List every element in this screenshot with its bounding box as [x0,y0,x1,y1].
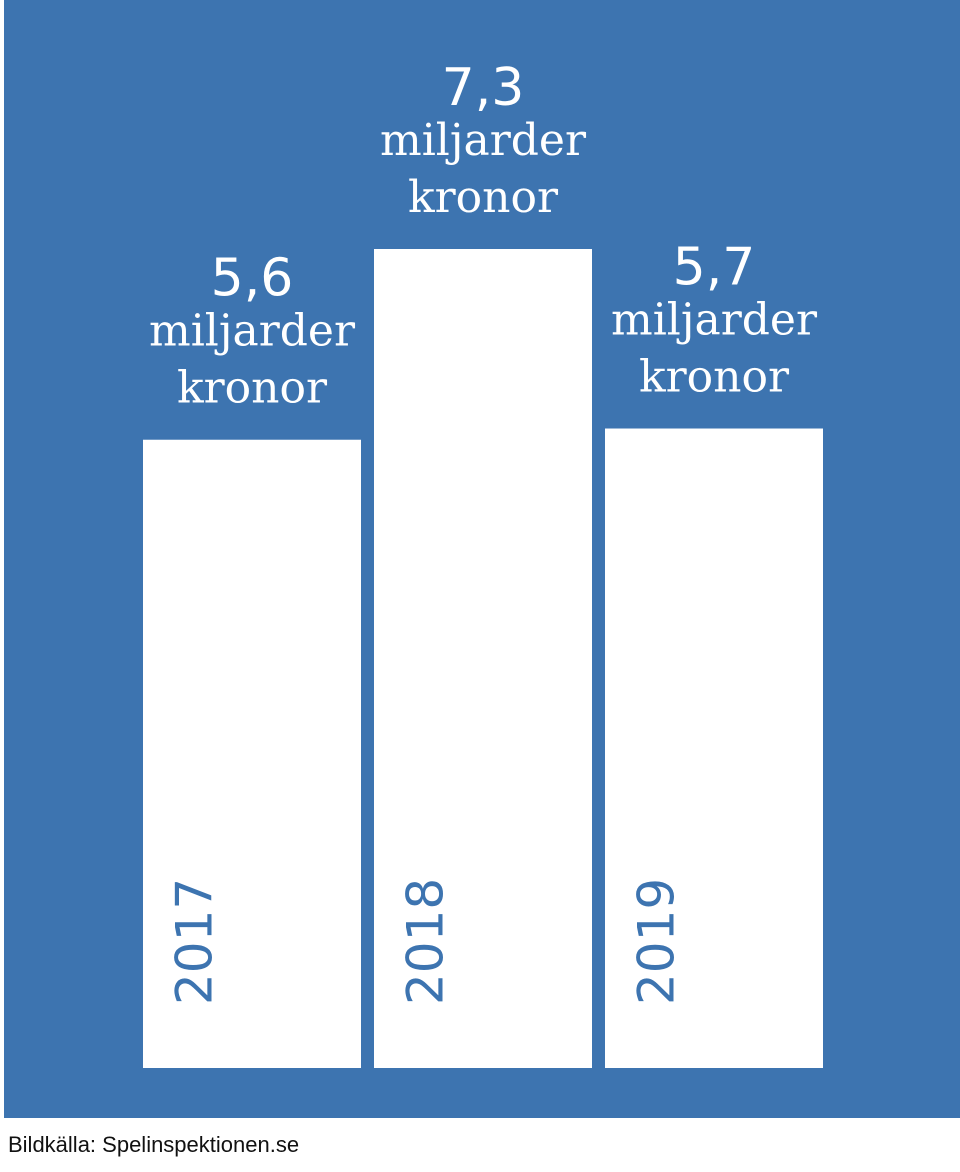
bar-2017 [143,439,361,1068]
unit-label-2017-2: kronor [177,363,328,414]
value-label-2018: 7,3 [442,58,525,118]
year-label-2017: 2017 [166,878,224,1005]
year-label-2018: 2018 [397,878,455,1005]
bar-2018 [374,249,592,1068]
unit-label-2019-1: miljarder [611,295,818,346]
unit-label-2018-1: miljarder [380,115,587,166]
unit-label-2017-1: miljarder [149,306,356,357]
year-label-2019: 2019 [628,878,686,1005]
bar-chart: 5,6miljarderkronor20177,3miljarderkronor… [143,58,823,1068]
unit-label-2019-2: kronor [639,352,790,403]
chart-panel: 5,6 miljarder kronor 2017 7,3 miljarder kronor… [4,0,960,1118]
value-label-2017: 5,6 [211,249,294,309]
unit-label-2018-2: kronor [408,172,559,223]
image-source-caption: Bildkälla: Spelinspektionen.se [8,1132,300,1157]
bar-2019 [605,428,823,1068]
value-label-2019: 5,7 [673,238,756,298]
